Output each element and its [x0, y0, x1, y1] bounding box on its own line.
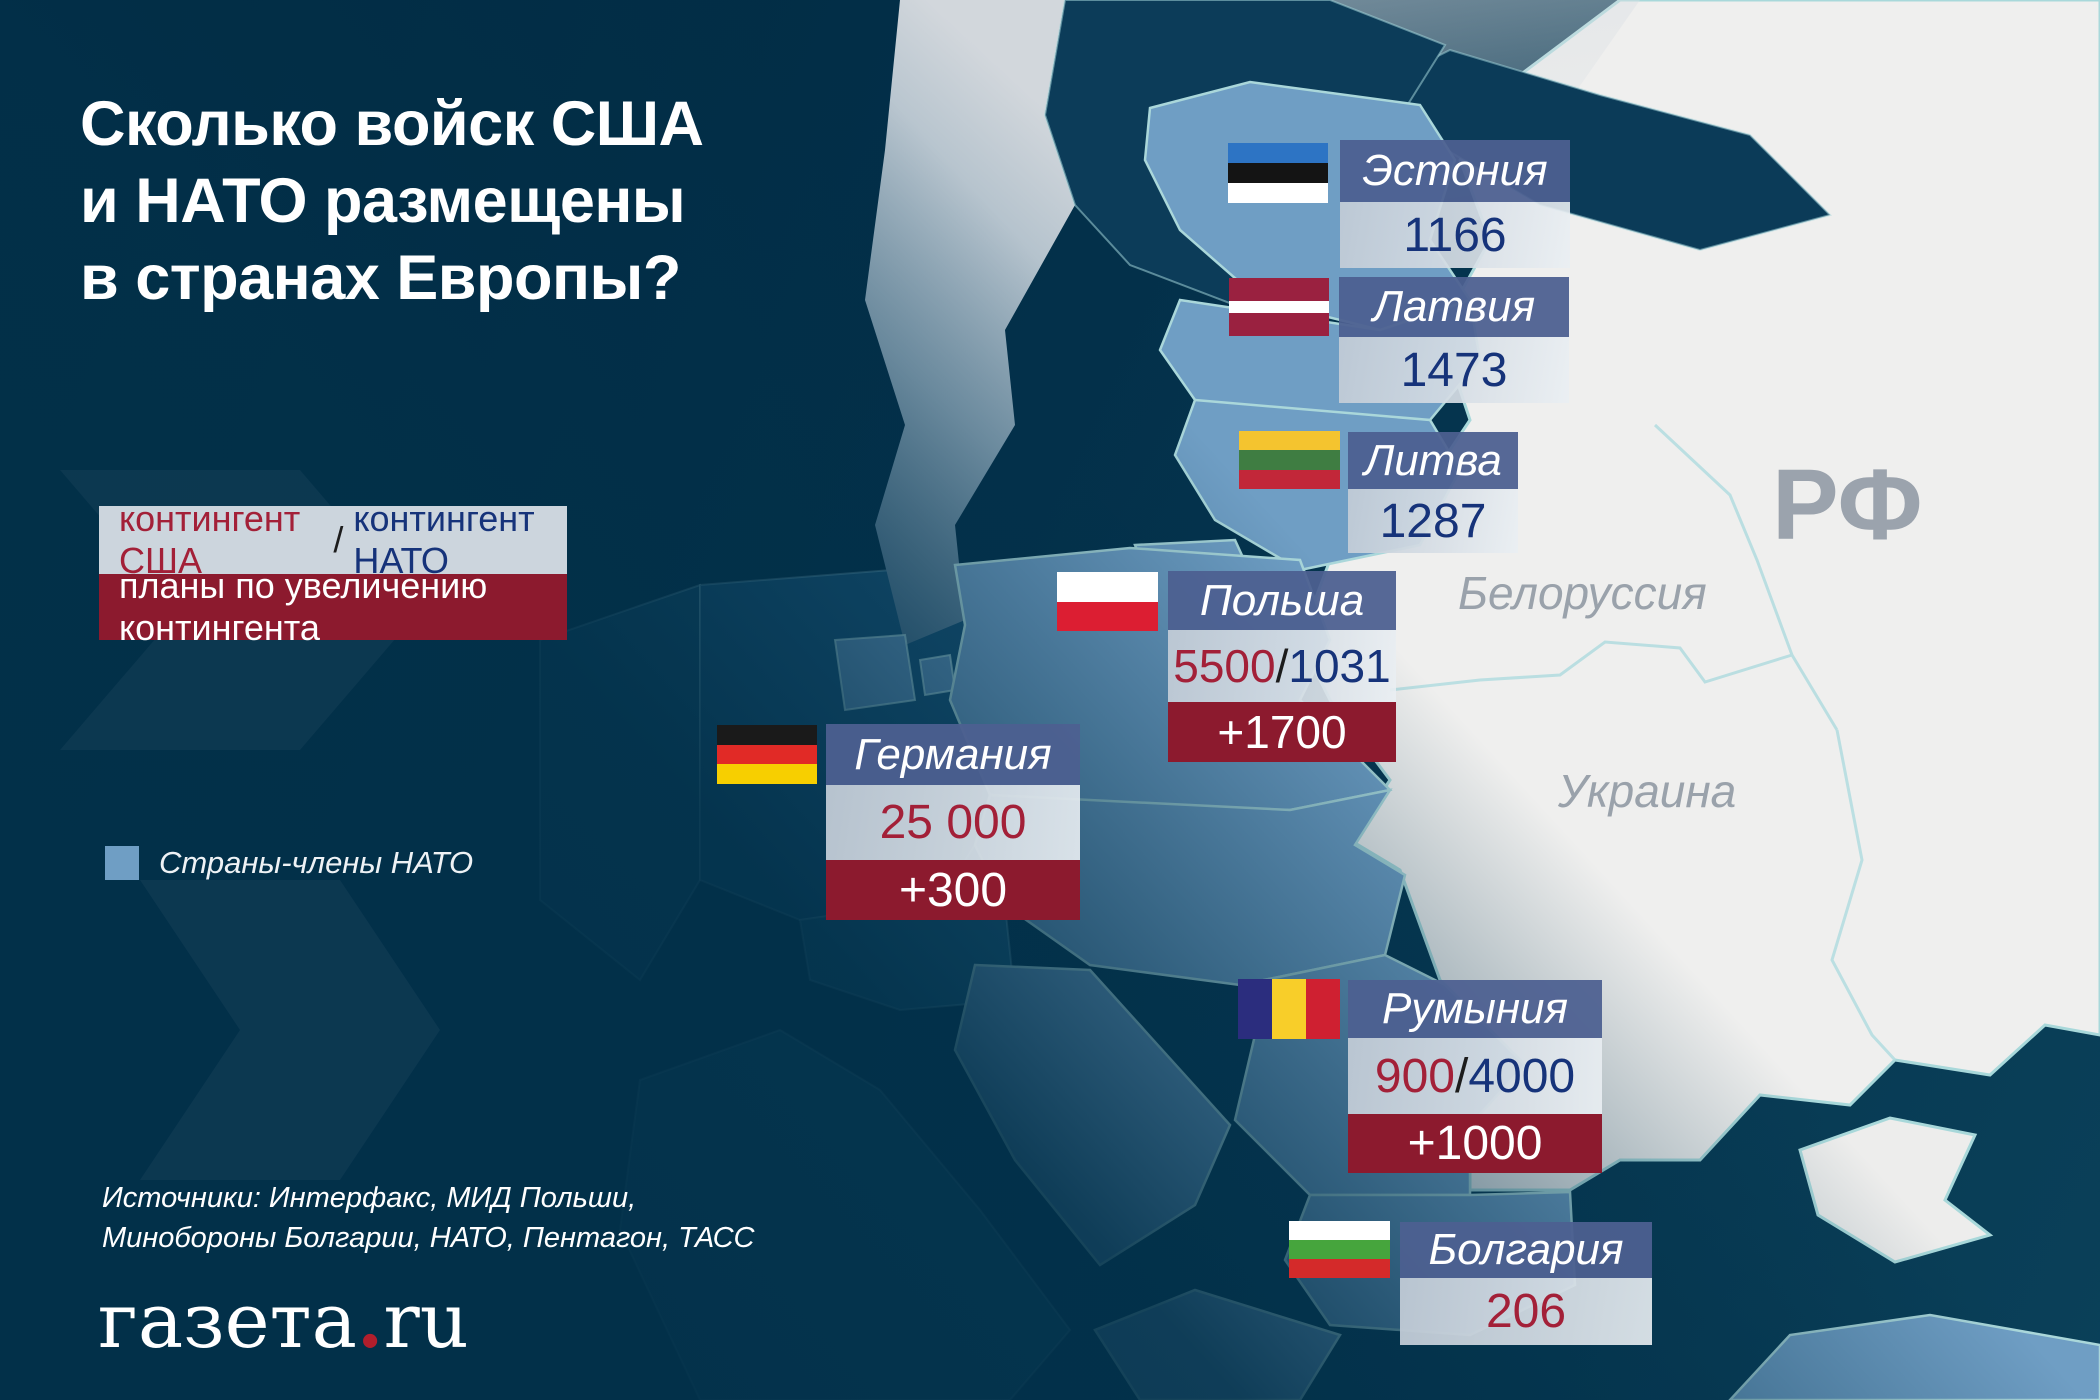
map-label-belarus: Белоруссия [1458, 567, 1707, 619]
country-name: Болгария [1400, 1222, 1652, 1278]
contingent-separator: / [1275, 640, 1289, 692]
legend-separator: / [333, 519, 344, 560]
gazeta-ru-logo: газета.ru [98, 1276, 469, 1365]
us-contingent: 206 [1485, 1285, 1567, 1338]
contingent-value: 1287 [1348, 489, 1518, 553]
latvia-card: Латвия 1473 [1339, 277, 1569, 403]
country-name: Польша [1168, 571, 1396, 630]
contingent-separator: / [1454, 1049, 1469, 1103]
title-line: Сколько войск США [80, 89, 704, 159]
country-name: Латвия [1339, 277, 1569, 337]
romania-flag-icon [1238, 979, 1340, 1039]
nato-contingent: 1287 [1379, 494, 1487, 548]
nato-contingent: 1473 [1400, 343, 1508, 397]
lithuania-card: Литва 1287 [1348, 432, 1518, 553]
country-name: Румыния [1348, 980, 1602, 1038]
romania-card: Румыния 900/4000 +1000 [1348, 980, 1602, 1173]
contingent-value: 25 000 [826, 785, 1080, 860]
nato-contingent: 1166 [1403, 208, 1507, 262]
planned-increase: +1700 [1168, 702, 1396, 762]
logo-dot: . [356, 1276, 384, 1365]
sources-line: Источники: Интерфакс, МИД Польши, [102, 1182, 637, 1214]
poland-card: Польша 5500/1031 +1700 [1168, 571, 1396, 762]
us-contingent: 5500 [1173, 640, 1276, 692]
poland-flag-icon [1057, 572, 1158, 631]
nato-member-color-swatch [105, 846, 139, 880]
contingent-value: 1473 [1339, 337, 1569, 403]
title-line: и НАТО размещены [80, 166, 686, 236]
contingent-value: 900/4000 [1348, 1038, 1602, 1114]
country-name: Литва [1348, 432, 1518, 489]
nato-contingent: 1031 [1288, 640, 1391, 692]
estonia-card: Эстония 1166 [1340, 140, 1570, 268]
lithuania-flag-icon [1239, 431, 1340, 489]
plans-legend: планы по увеличению контингента [99, 565, 567, 648]
estonia-flag-icon [1228, 143, 1328, 203]
contingent-legend-types: контингент США / контингент НАТО [99, 498, 567, 581]
nato-contingent-label: контингент НАТО [353, 498, 535, 581]
logo-name: газета [98, 1276, 357, 1365]
bulgaria-card: Болгария 206 [1400, 1222, 1652, 1345]
map-label-russia: РФ [1772, 449, 1923, 561]
contingent-value: 1166 [1340, 202, 1570, 268]
contingent-value: 206 [1400, 1278, 1652, 1345]
nato-contingent: 4000 [1468, 1049, 1576, 1103]
latvia-flag-icon [1229, 278, 1329, 336]
page-title: Сколько войск США и НАТО размещены в стр… [80, 86, 704, 317]
map-label-ukraine: Украина [1558, 765, 1737, 817]
bulgaria-flag-icon [1289, 1221, 1390, 1278]
planned-increase: +300 [826, 860, 1080, 920]
us-contingent: 900 [1374, 1049, 1455, 1103]
nato-members-label: Страны-члены НАТО [159, 845, 474, 880]
contingent-legend: контингент США / контингент НАТО планы п… [99, 498, 567, 648]
planned-increase: +1000 [1348, 1114, 1602, 1173]
germany-flag-icon [717, 725, 817, 784]
country-name: Эстония [1340, 140, 1570, 202]
us-contingent: 25 000 [879, 796, 1027, 849]
sources-line: Минобороны Болгарии, НАТО, Пентагон, ТАС… [102, 1222, 755, 1254]
contingent-value: 5500/1031 [1168, 630, 1396, 702]
title-line: в странах Европы? [80, 243, 681, 313]
nato-members-legend: Страны-члены НАТО [105, 845, 473, 881]
germany-card: Германия 25 000 +300 [826, 724, 1080, 920]
sources: Источники: Интерфакс, МИД Польши, Минобо… [102, 1178, 754, 1258]
country-name: Германия [826, 724, 1080, 785]
logo-tld: ru [383, 1276, 469, 1365]
